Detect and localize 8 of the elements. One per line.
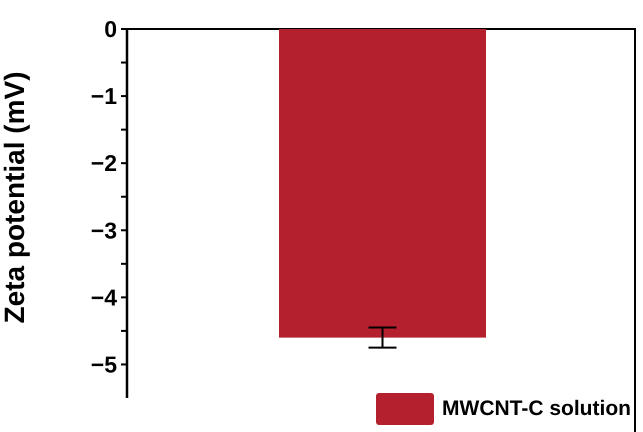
y-tick-label: −2 [90,150,117,176]
y-tick-label: 0 [104,16,117,42]
y-tick-label: −4 [90,284,118,310]
y-tick-label: −1 [90,83,118,110]
y-axis-title: Zeta potential (mV) [0,71,30,324]
legend-label: MWCNT-C solution [442,397,631,421]
y-tick-label: −3 [90,217,117,244]
y-tick-label: −5 [90,352,118,378]
